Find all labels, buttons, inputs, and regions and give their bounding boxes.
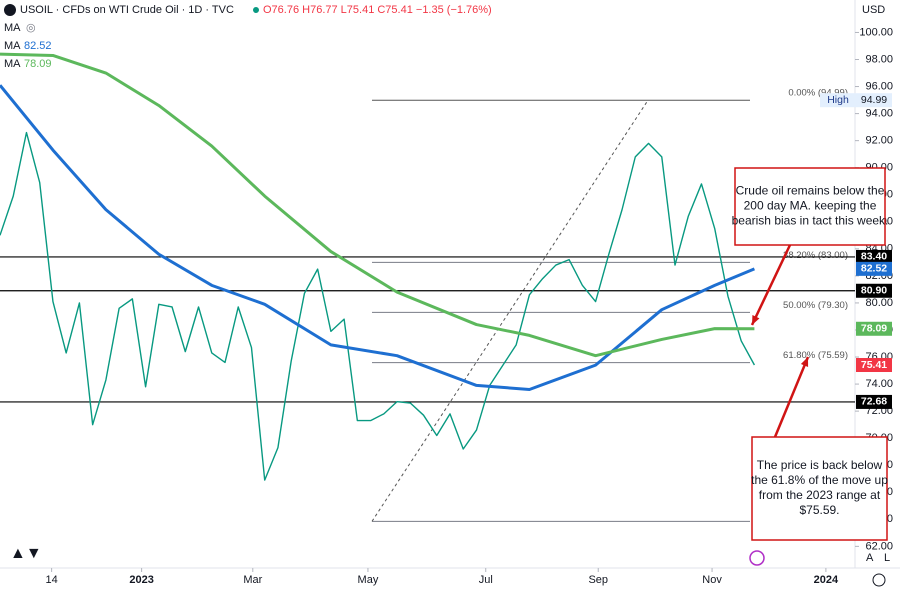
badge-label: 83.40 [861,251,887,263]
high-badge-bg [856,93,892,108]
ohlc: O76.76 H76.77 L75.41 C75.41 −1.35 (−1.76… [263,4,492,16]
price-badge: 75.41 [856,358,892,373]
badge-bg [856,394,892,409]
ma-label: MA [4,58,21,70]
fib-label: 50.00% (79.30) [783,300,848,311]
currency[interactable]: USD [862,4,885,16]
settings-icon[interactable] [872,573,886,587]
y-tick-label: 96.00 [865,80,893,92]
ma-value: 78.09 [24,58,52,70]
annotation-text: $75.59. [799,503,839,517]
y-tick-label: 74.00 [865,378,893,390]
annotation-arrow [773,356,810,438]
fib-label: 61.80% (75.59) [783,350,848,361]
x-tick-label: Nov [702,574,722,586]
y-tick-label: 94.00 [865,108,893,120]
annotation-arrow [750,244,792,326]
ma-label: MA [4,22,21,34]
events-icon[interactable] [749,550,765,566]
annotation-box [751,436,888,541]
badge-label: 75.41 [861,359,887,371]
arrow-head [800,357,809,367]
x-tick-label: 2024 [814,574,839,586]
status-dot [253,7,259,13]
ma-badge: 82.52 [856,261,892,276]
y-tick-label: 80.00 [865,297,893,309]
fib-trend [371,99,649,522]
level-badge: 72.68 [856,394,892,409]
x-tick-label: 2023 [129,574,153,586]
price-line [0,131,756,481]
badge-bg [856,358,892,373]
y-tick-label: 98.00 [865,53,893,65]
level-badge: 80.90 [856,283,892,298]
symbol-title: USOIL · CFDs on WTI Crude Oil · 1D · TVC [20,4,234,16]
high-bg [820,93,856,108]
level-badge: 83.40 [856,249,892,264]
ma-value: 82.52 [24,40,52,52]
annotation-text: from the 2023 range at [759,488,881,502]
y-tick-label: 62.00 [865,540,893,552]
high-badge: 94.99 [861,94,887,106]
high-label: High [827,94,849,106]
x-tick-label: Mar [243,574,262,586]
symbol-icon [4,4,16,16]
annotation-box [734,167,886,246]
badge-bg [856,283,892,298]
x-tick-label: Jul [479,574,493,586]
badge-bg [856,261,892,276]
badge-label: 80.90 [861,285,887,297]
annotation-text: 200 day MA. keeping the [744,199,877,213]
annotation-text: Crude oil remains below the [736,184,885,198]
annotation-text: The price is back below [757,458,883,472]
annotation-text: bearish bias in tact this week. [732,214,889,228]
scale-button[interactable]: A [866,552,874,564]
y-tick-label: 100.00 [859,26,893,38]
ma-label: MA [4,40,21,52]
x-tick-label: May [358,574,379,586]
ma-line [0,84,755,391]
badge-label: 72.68 [861,396,887,408]
badge-bg [856,321,892,336]
ma-badge: 78.09 [856,321,892,336]
badge-label: 78.09 [861,323,887,335]
arrow-head [752,315,760,325]
ma-line [0,52,755,358]
x-tick-label: Sep [588,574,608,586]
visibility-icon[interactable]: ◎ [26,22,36,34]
x-tick-label: 14 [45,574,57,586]
fib-label: 0.00% (94.99) [788,88,848,99]
fib-label: 38.20% (83.00) [783,250,848,261]
badge-label: 82.52 [861,263,887,275]
tv-logo[interactable]: ▲▼ [10,545,42,562]
y-tick-label: 92.00 [865,135,893,147]
annotation-text: the 61.8% of the move up [751,473,888,487]
badge-bg [856,249,892,264]
scale-button[interactable]: L [884,552,890,564]
